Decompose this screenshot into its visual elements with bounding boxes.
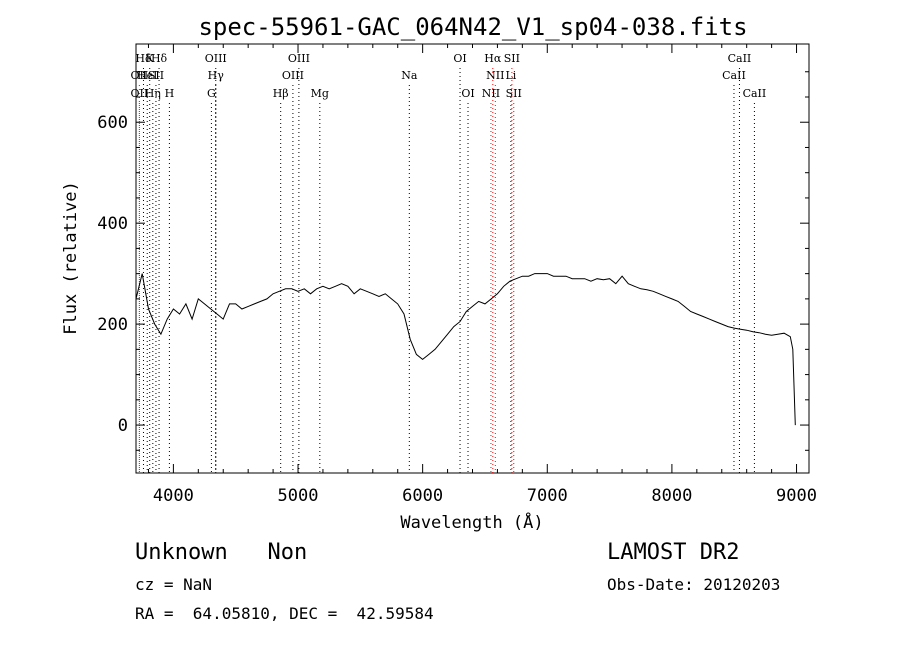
x-tick-label: 5000 xyxy=(278,486,319,506)
line-mark-label: K xyxy=(146,52,155,65)
line-mark-label: Mg xyxy=(311,87,329,100)
line-mark-label: OIII xyxy=(205,52,227,65)
x-tick-label: 4000 xyxy=(153,486,194,506)
x-axis-label: Wavelength (Å) xyxy=(400,511,543,533)
line-mark-label: Li xyxy=(505,69,516,82)
observation-date: Obs-Date: 20120203 xyxy=(607,575,781,594)
line-mark-label: Hδ xyxy=(151,52,168,65)
line-mark-label: CaII xyxy=(722,69,746,82)
line-mark-label: OII xyxy=(131,87,149,100)
line-mark-label: HeI xyxy=(137,69,157,82)
y-tick-label: 400 xyxy=(97,214,128,234)
x-tick-label: 9000 xyxy=(776,486,817,506)
line-mark-label: OI xyxy=(453,52,466,65)
line-mark-label: OI xyxy=(461,87,474,100)
line-mark-label: SII xyxy=(148,69,164,82)
y-tick-label: 0 xyxy=(118,416,128,436)
line-mark-label: Hη xyxy=(145,87,161,100)
line-mark-label: Hβ xyxy=(273,87,289,100)
x-tick-label: 7000 xyxy=(527,486,568,506)
line-mark-label: Hγ xyxy=(208,69,225,82)
line-mark-label: Hδ xyxy=(135,52,152,65)
line-mark-label: OIII xyxy=(288,52,310,65)
line-mark-label: Hα xyxy=(484,52,502,65)
plot-frame xyxy=(135,43,810,474)
y-tick-label: 200 xyxy=(97,315,128,335)
line-mark-label: SII xyxy=(506,87,522,100)
chart-title: spec-55961-GAC_064N42_V1_sp04-038.fits xyxy=(198,13,747,41)
y-axis-label: Flux (relative) xyxy=(61,181,81,335)
line-mark-label: CaII xyxy=(743,87,767,100)
x-tick-label: 8000 xyxy=(651,486,692,506)
line-mark-label: OIII xyxy=(282,69,304,82)
axis-ticks: 4000 5000 6000 7000 8000 9000 0 200 400 600 xyxy=(97,44,817,506)
spectrum-line xyxy=(135,273,796,426)
coordinates-text: RA = 64.05810, DEC = 42.59584 xyxy=(135,604,434,623)
line-mark-label: NII xyxy=(486,69,504,82)
line-mark-label: NII xyxy=(482,87,500,100)
line-mark-label: SII xyxy=(504,52,520,65)
line-mark-label: OII xyxy=(131,69,149,82)
redshift-text: cz = NaN xyxy=(135,575,213,594)
line-mark-label: H xyxy=(165,87,175,100)
spectral-class: Unknown Non xyxy=(135,540,308,565)
line-mark-label: G xyxy=(207,87,216,100)
survey-name: LAMOST DR2 xyxy=(607,540,740,565)
line-mark-label: Na xyxy=(401,69,418,82)
line-mark-label: CaII xyxy=(728,52,752,65)
x-tick-label: 6000 xyxy=(402,486,443,506)
y-tick-label: 600 xyxy=(97,113,128,133)
